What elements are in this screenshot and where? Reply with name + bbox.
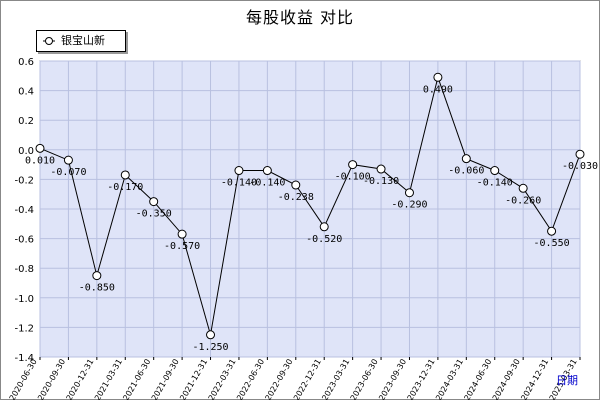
x-tick-label: 2020-09-30 bbox=[36, 358, 67, 400]
x-tick-label: 2022-03-31 bbox=[207, 358, 238, 400]
data-point bbox=[404, 188, 414, 198]
data-label: -0.100 bbox=[335, 172, 371, 183]
data-point bbox=[149, 197, 159, 207]
data-label: -0.170 bbox=[107, 182, 143, 193]
chart-title: 每股收益 对比 bbox=[245, 8, 355, 27]
x-tick-label: 2020-12-31 bbox=[65, 358, 96, 400]
data-point bbox=[234, 166, 244, 176]
data-label: -0.290 bbox=[391, 200, 427, 211]
data-point bbox=[120, 170, 130, 180]
data-point bbox=[461, 154, 471, 164]
x-tick-label: 2021-06-30 bbox=[121, 358, 152, 400]
data-point bbox=[63, 155, 73, 165]
y-tick-label: -0.6 bbox=[14, 235, 34, 246]
data-label: -0.130 bbox=[363, 176, 399, 187]
legend: 银宝山新 bbox=[36, 30, 126, 52]
y-tick-label: -0.4 bbox=[14, 205, 34, 216]
data-point bbox=[348, 160, 358, 170]
data-point bbox=[35, 143, 45, 153]
data-label: -0.850 bbox=[79, 283, 115, 294]
x-tick-label: 2024-03-31 bbox=[434, 358, 465, 400]
legend-series-name: 银宝山新 bbox=[61, 34, 105, 47]
x-tick-label: 2023-06-30 bbox=[349, 358, 380, 400]
y-tick-label: -1.4 bbox=[14, 353, 34, 364]
data-point bbox=[319, 222, 329, 232]
data-point bbox=[206, 330, 216, 340]
data-point bbox=[291, 180, 301, 190]
y-tick-label: 0.0 bbox=[18, 146, 34, 157]
x-tick-label: 2023-09-30 bbox=[377, 358, 408, 400]
y-tick-label: -1.0 bbox=[14, 294, 34, 305]
data-label: -0.060 bbox=[448, 166, 484, 177]
data-point bbox=[92, 271, 102, 281]
x-tick-label: 2023-12-31 bbox=[406, 358, 437, 400]
data-point bbox=[490, 166, 500, 176]
x-tick-label: 2021-03-31 bbox=[93, 358, 124, 400]
data-label: -0.070 bbox=[50, 167, 86, 178]
y-tick-label: 0.4 bbox=[18, 87, 34, 98]
x-axis-label: 日期 bbox=[556, 374, 578, 387]
data-point bbox=[433, 72, 443, 82]
x-tick-label: 2023-03-31 bbox=[320, 358, 351, 400]
data-label: -0.570 bbox=[164, 241, 200, 252]
data-label: -0.260 bbox=[505, 195, 541, 206]
x-tick-label: 2022-12-31 bbox=[292, 358, 323, 400]
data-label: -0.140 bbox=[477, 178, 513, 189]
data-point bbox=[547, 226, 557, 236]
data-label: -0.238 bbox=[278, 192, 314, 203]
y-tick-label: 0.2 bbox=[18, 116, 34, 127]
data-point bbox=[518, 183, 528, 193]
x-tick-label: 2022-09-30 bbox=[263, 358, 294, 400]
data-point bbox=[575, 149, 585, 159]
x-tick-label: 2024-09-30 bbox=[491, 358, 522, 400]
data-point bbox=[177, 229, 187, 239]
data-label: -0.550 bbox=[534, 238, 570, 249]
y-tick-label: -0.8 bbox=[14, 264, 34, 275]
data-point bbox=[262, 166, 272, 176]
x-tick-label: 2024-06-30 bbox=[462, 357, 493, 400]
y-tick-label: -1.2 bbox=[14, 323, 34, 334]
data-label: -1.250 bbox=[192, 342, 228, 353]
x-tick-label: 2022-06-30 bbox=[235, 358, 266, 400]
x-tick-label: 2024-12-31 bbox=[519, 358, 550, 400]
data-label: -0.350 bbox=[136, 209, 172, 220]
y-tick-label: 0.6 bbox=[18, 57, 34, 68]
x-tick-label: 2021-12-31 bbox=[178, 358, 209, 400]
legend-marker-icon bbox=[43, 37, 55, 45]
x-tick-label: 2021-09-30 bbox=[150, 358, 181, 400]
data-label: 0.010 bbox=[25, 155, 55, 166]
y-tick-label: -0.2 bbox=[14, 175, 34, 186]
data-label: 0.490 bbox=[423, 84, 453, 95]
data-point bbox=[376, 164, 386, 174]
data-label: -0.520 bbox=[306, 234, 342, 245]
data-label: -0.140 bbox=[249, 178, 285, 189]
data-label: -0.030 bbox=[562, 161, 598, 172]
data-label: -0.140 bbox=[221, 178, 257, 189]
series-line bbox=[39, 75, 581, 335]
